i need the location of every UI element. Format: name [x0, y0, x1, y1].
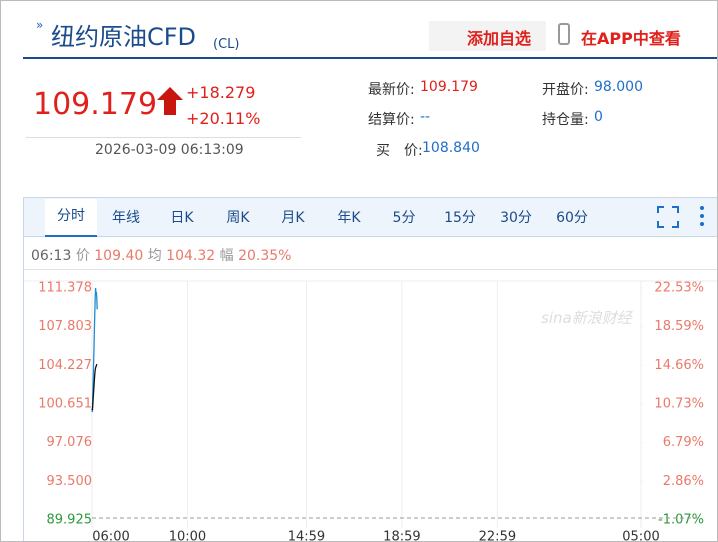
y2-tick-label: 18.59% [654, 319, 704, 334]
y2-tick-label: 2.86% [663, 474, 704, 489]
field-label: 结算价: [368, 112, 415, 128]
tab-bar [24, 198, 717, 237]
price: 109.179 [33, 87, 158, 122]
add-bg [429, 21, 546, 51]
info-line: 06:13 价 109.40 均 104.32 幅 20.35% [31, 245, 291, 265]
y-tick-label: 89.925 [47, 513, 93, 528]
tab[interactable]: 30分 [500, 210, 532, 226]
info-price-label: 价 [75, 248, 90, 264]
y2-tick-label: 14.66% [654, 358, 704, 373]
info-rule [24, 269, 717, 270]
y-tick-label: 93.500 [47, 474, 93, 489]
y2-tick-label: -1.07% [658, 513, 704, 528]
quote-time: 2026-03-09 06:13:09 [95, 142, 244, 158]
field-value: 108.840 [422, 140, 480, 156]
add-button[interactable]: 添加自选 [467, 29, 532, 48]
y2-tick-label: 22.53% [654, 281, 704, 296]
field-label: 开盘价: [542, 82, 589, 98]
field-value: 109.179 [420, 79, 478, 95]
fullscreen-icon[interactable] [657, 206, 679, 228]
x-tick-label: 10:00 [169, 530, 206, 542]
title: 纽约原油CFD [51, 23, 197, 51]
info-time: 06:13 [31, 248, 72, 264]
change: +18.279 [186, 83, 256, 102]
info-amp: 20.35% [238, 248, 292, 264]
change-pct: +20.11% [186, 109, 261, 128]
x-tick-label: 14:59 [288, 530, 325, 542]
tab[interactable]: 60分 [556, 210, 588, 226]
info-price: 109.40 [94, 248, 144, 264]
field-label: 买 价: [376, 143, 423, 159]
x-tick-label: 06:00 [92, 530, 129, 542]
header-rule [23, 57, 717, 59]
y-tick-label: 104.227 [38, 358, 92, 373]
up-arrow [157, 87, 183, 115]
more-icon[interactable] [698, 204, 706, 228]
tab[interactable]: 年K [337, 210, 361, 226]
field-value: 98.000 [594, 79, 643, 95]
code: (CL) [213, 37, 240, 52]
tab[interactable]: 周K [226, 210, 250, 226]
x-tick-label: 18:59 [383, 530, 420, 542]
info-amp-label: 幅 [219, 248, 234, 264]
tab[interactable]: 5分 [392, 210, 416, 226]
tab[interactable]: 年线 [112, 210, 140, 226]
tab[interactable]: 月K [281, 210, 305, 226]
tab[interactable]: 日K [170, 210, 194, 226]
y-tick-label: 111.378 [38, 281, 92, 296]
info-avg-label: 均 [147, 248, 162, 264]
field-label: 最新价: [368, 82, 415, 98]
series-line [91, 287, 98, 413]
field-value: -- [420, 109, 431, 125]
y-tick-label: 100.651 [38, 397, 92, 412]
tab[interactable]: 分时 [45, 199, 97, 237]
title-icon: » [36, 18, 44, 32]
field-value: 0 [594, 109, 603, 125]
y-tick-label: 97.076 [47, 435, 93, 450]
y2-tick-label: 10.73% [654, 397, 704, 412]
phone-icon [558, 23, 570, 45]
chart-panel [23, 197, 717, 541]
x-tick-label: 22:59 [479, 530, 516, 542]
x-tick-label: 05:00 [622, 530, 659, 542]
watermark: sina新浪财经 [541, 309, 632, 327]
info-avg: 104.32 [166, 248, 216, 264]
field-label: 持仓量: [542, 112, 589, 128]
app-button[interactable]: 在APP中查看 [581, 29, 681, 48]
series-line [91, 363, 98, 411]
tab[interactable]: 15分 [444, 210, 476, 226]
y-tick-label: 107.803 [38, 319, 92, 334]
quote-rule [26, 137, 301, 138]
y2-tick-label: 6.79% [663, 435, 704, 450]
